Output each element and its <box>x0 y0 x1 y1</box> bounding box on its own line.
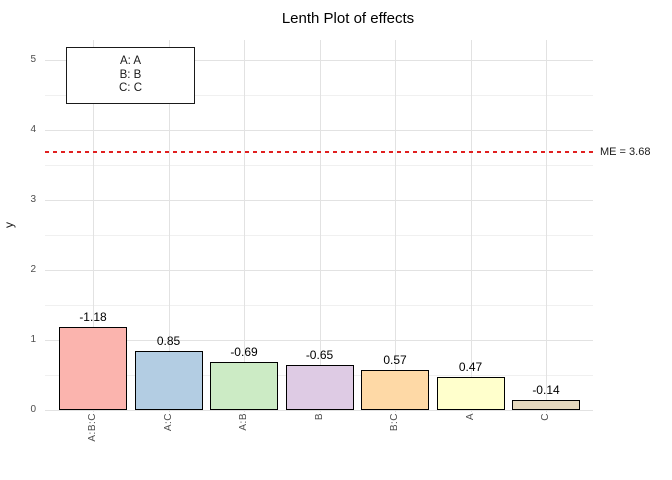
bar-value-label-B:C: 0.57 <box>383 353 407 368</box>
legend-entry-c: C: C <box>119 82 142 95</box>
plot-title: Lenth Plot of effects <box>281 10 415 27</box>
bar-value-label-A:B:C: -1.18 <box>79 310 107 325</box>
gridline-minor-y4.5 <box>45 95 593 96</box>
x-tick-label-A:C: A:C <box>162 413 174 432</box>
bar-value-label-C: -0.14 <box>532 383 560 398</box>
gridline-major-y0 <box>45 410 593 411</box>
gridline-major-y4 <box>45 130 593 131</box>
bar-value-label-A: 0.47 <box>458 360 483 375</box>
bar-B <box>285 364 354 410</box>
x-tick-label-C: C <box>540 413 551 421</box>
gridline-major-y5 <box>45 60 593 61</box>
y-tick-label-3: 3 <box>30 193 36 205</box>
gridline-category-1 <box>168 40 170 412</box>
gridline-minor-y3.5 <box>45 165 593 166</box>
y-tick-label-2: 2 <box>30 263 36 275</box>
gridline-major-y3 <box>45 200 593 201</box>
legend-box: A: A B: B C: C <box>66 47 195 104</box>
y-axis-title: y <box>2 222 16 228</box>
gridline-minor-y2.5 <box>45 235 593 236</box>
y-tick-label-4: 4 <box>30 123 36 135</box>
x-tick-label-A: A <box>464 413 476 421</box>
x-tick-label-B: B <box>313 413 325 421</box>
gridline-category-5 <box>470 40 472 412</box>
margin-of-error-label: ME = 3.68 <box>600 146 651 158</box>
bar-value-label-A:C: 0.85 <box>156 333 181 348</box>
bar-A:B <box>210 361 278 410</box>
y-tick-label-0: 0 <box>30 403 36 415</box>
gridline-major-y1 <box>45 340 593 341</box>
bar-value-label-A:B: -0.69 <box>230 344 258 359</box>
bar-A <box>436 377 505 410</box>
bar-B:C <box>361 370 429 410</box>
y-tick-label-5: 5 <box>30 53 36 65</box>
gridline-category-4 <box>395 40 396 412</box>
gridline-category-0 <box>93 40 94 412</box>
bar-A:C <box>134 350 203 410</box>
x-tick-label-A:B: A:B <box>238 413 249 431</box>
margin-of-error-line <box>45 151 593 154</box>
gridline-minor-y1.5 <box>45 305 593 306</box>
bar-value-label-B: -0.65 <box>305 347 334 362</box>
x-tick-label-B:C: B:C <box>389 413 400 432</box>
gridline-category-2 <box>244 40 245 412</box>
gridline-major-y2 <box>45 270 593 271</box>
legend-entry-b: B: B <box>119 68 142 81</box>
gridline-category-3 <box>319 40 321 412</box>
y-tick-label-1: 1 <box>30 333 36 345</box>
x-tick-label-A:B:C: A:B:C <box>87 413 98 442</box>
bar-A:B:C <box>59 327 127 410</box>
legend-entry-a: A: A <box>119 55 142 68</box>
gridline-category-6 <box>546 40 547 412</box>
bar-C <box>512 400 580 410</box>
